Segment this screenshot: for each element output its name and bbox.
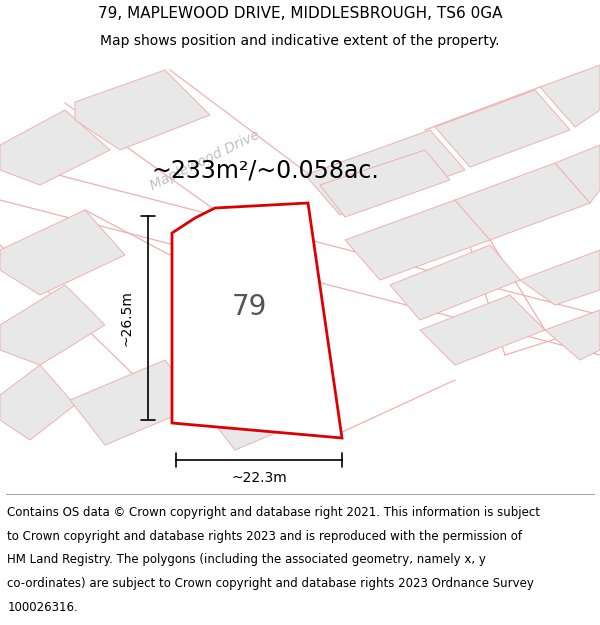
Polygon shape xyxy=(0,285,105,365)
Polygon shape xyxy=(435,90,570,167)
Text: Maplewood Drive: Maplewood Drive xyxy=(148,127,262,192)
Polygon shape xyxy=(540,65,600,127)
Polygon shape xyxy=(545,310,600,360)
Polygon shape xyxy=(75,70,210,150)
Polygon shape xyxy=(345,200,490,280)
Polygon shape xyxy=(172,203,342,438)
Polygon shape xyxy=(305,130,465,215)
Polygon shape xyxy=(0,365,75,440)
Text: HM Land Registry. The polygons (including the associated geometry, namely x, y: HM Land Registry. The polygons (includin… xyxy=(7,554,486,566)
Text: ~233m²/~0.058ac.: ~233m²/~0.058ac. xyxy=(151,158,379,182)
Text: ~26.5m: ~26.5m xyxy=(119,290,133,346)
Polygon shape xyxy=(0,110,110,185)
Polygon shape xyxy=(70,360,200,445)
Polygon shape xyxy=(200,370,330,450)
Text: co-ordinates) are subject to Crown copyright and database rights 2023 Ordnance S: co-ordinates) are subject to Crown copyr… xyxy=(7,577,534,590)
Polygon shape xyxy=(520,250,600,305)
Polygon shape xyxy=(555,145,600,203)
Polygon shape xyxy=(420,295,545,365)
Polygon shape xyxy=(390,245,520,320)
Text: ~22.3m: ~22.3m xyxy=(231,471,287,485)
Text: 100026316.: 100026316. xyxy=(7,601,78,614)
Text: 79: 79 xyxy=(232,293,266,321)
Polygon shape xyxy=(0,210,125,295)
Polygon shape xyxy=(455,163,590,240)
Polygon shape xyxy=(320,150,450,217)
Text: to Crown copyright and database rights 2023 and is reproduced with the permissio: to Crown copyright and database rights 2… xyxy=(7,530,522,543)
Text: 79, MAPLEWOOD DRIVE, MIDDLESBROUGH, TS6 0GA: 79, MAPLEWOOD DRIVE, MIDDLESBROUGH, TS6 … xyxy=(98,6,502,21)
Text: Map shows position and indicative extent of the property.: Map shows position and indicative extent… xyxy=(100,34,500,48)
Text: Contains OS data © Crown copyright and database right 2021. This information is : Contains OS data © Crown copyright and d… xyxy=(7,506,540,519)
